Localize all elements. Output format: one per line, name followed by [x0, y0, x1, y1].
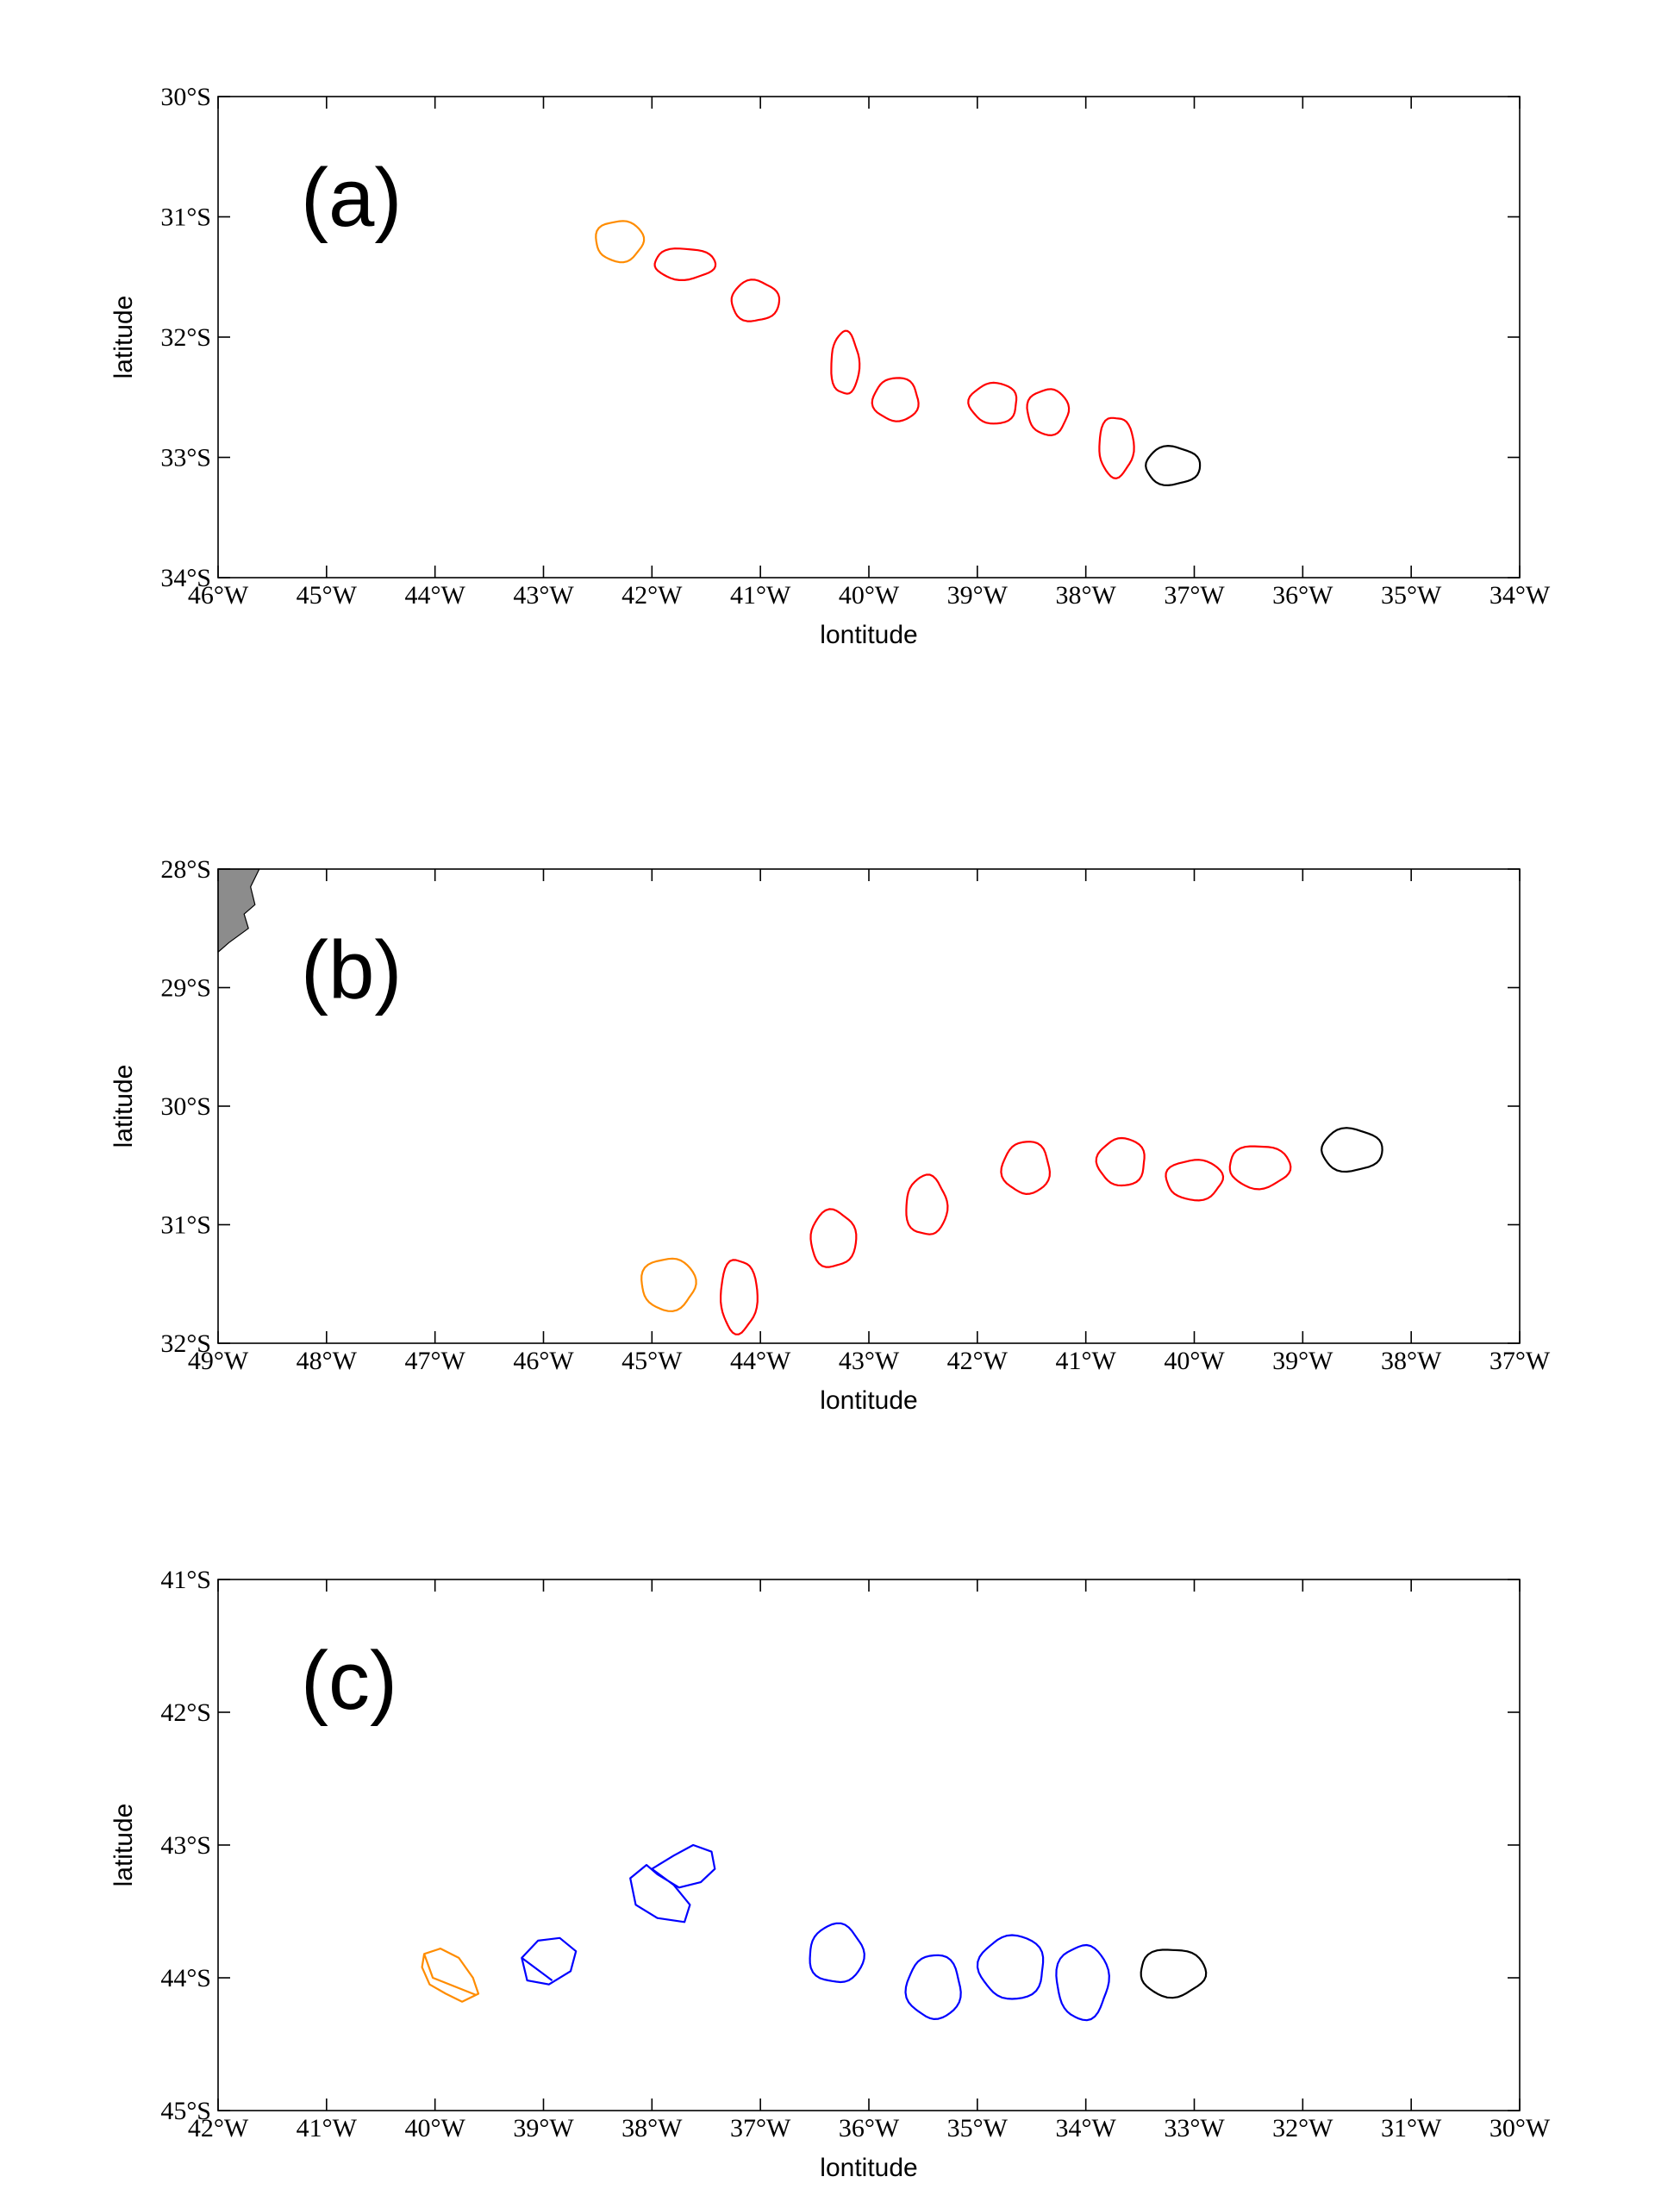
x-tick-label: 33°W: [1164, 2114, 1225, 2142]
x-tick-label: 46°W: [513, 1347, 574, 1375]
eddy-contour-red: [967, 381, 1018, 425]
x-tick-label: 39°W: [1272, 1347, 1333, 1375]
eddy-contour-red: [809, 1208, 858, 1268]
eddy-contour-red: [905, 1173, 949, 1235]
panel-label: (c): [301, 1635, 397, 1727]
x-tick-label: 48°W: [297, 1347, 358, 1375]
x-tick-label: 38°W: [621, 2114, 683, 2142]
eddy-contour-red: [653, 247, 717, 281]
x-tick-label: 37°W: [1490, 1347, 1551, 1375]
x-tick-label: 36°W: [1272, 581, 1333, 610]
y-tick-label: 34°S: [160, 564, 211, 592]
plot-frame: [217, 1579, 1521, 2111]
eddy-contour-red: [1095, 1136, 1146, 1187]
y-axis-label: latitude: [109, 1065, 138, 1148]
x-tick-label: 35°W: [947, 2114, 1009, 2142]
x-tick-label: 38°W: [1381, 1347, 1442, 1375]
eddy-contour-blue: [976, 1934, 1045, 2000]
eddy-contour-red: [1026, 388, 1071, 436]
plot-frame: [217, 868, 1521, 1344]
eddy-contour-blue: [629, 1843, 716, 1923]
y-axis-label: latitude: [109, 296, 138, 379]
x-tick-label: 41°W: [730, 581, 791, 610]
panel-label: (a): [301, 152, 402, 244]
x-tick-label: 46°W: [188, 581, 249, 610]
x-tick-label: 30°W: [1490, 2114, 1551, 2142]
y-tick-label: 31°S: [160, 1211, 211, 1240]
eddy-contour-red: [830, 329, 861, 395]
land-mass: [217, 868, 260, 954]
x-tick-label: 38°W: [1056, 581, 1117, 610]
eddy-contour-orange: [421, 1948, 480, 2003]
x-tick-label: 34°W: [1056, 2114, 1117, 2142]
eddy-contour-blue: [809, 1922, 865, 1984]
eddy-contour-black: [1140, 1948, 1208, 1999]
y-tick-label: 44°S: [160, 1964, 211, 1992]
eddy-contour-blue: [521, 1936, 578, 1986]
eddy-contour-red: [1165, 1159, 1225, 1202]
y-tick-label: 32°S: [160, 1329, 211, 1358]
eddy-contour-orange: [640, 1257, 697, 1312]
y-tick-label: 28°S: [160, 855, 211, 884]
x-tick-label: 40°W: [405, 2114, 466, 2142]
x-tick-label: 44°W: [730, 1347, 791, 1375]
x-tick-label: 40°W: [839, 581, 900, 610]
panel-a: 46°W 45°W 44°W 43°W 42°W 41°W 40°W 39°W 38°W 37°W…: [109, 83, 1551, 649]
x-tick-label: 42°W: [947, 1347, 1009, 1375]
x-tick-label: 39°W: [513, 2114, 574, 2142]
x-tick-label: 45°W: [297, 581, 358, 610]
y-tick-label: 32°S: [160, 323, 211, 352]
panel-label: (b): [301, 924, 402, 1016]
x-tick-label: 47°W: [405, 1347, 466, 1375]
x-tick-label: 44°W: [405, 581, 466, 610]
eddy-contour-red: [1228, 1145, 1292, 1191]
x-tick-label: 41°W: [1056, 1347, 1117, 1375]
y-axis-label: latitude: [109, 1804, 138, 1887]
y-tick-label: 31°S: [160, 203, 211, 232]
y-tick-label: 30°S: [160, 1092, 211, 1121]
x-tick-label: 39°W: [947, 581, 1009, 610]
x-tick-label: 43°W: [839, 1347, 900, 1375]
x-tick-label: 31°W: [1381, 2114, 1442, 2142]
eddy-contour-orange: [595, 220, 646, 264]
x-tick-label: 36°W: [839, 2114, 900, 2142]
eddy-contour-black: [1321, 1127, 1383, 1173]
y-tick-label: 45°S: [160, 2097, 211, 2125]
panel-c: 42°W 41°W 40°W 39°W 38°W 37°W 36°W 35°W 34°W 33°W…: [109, 1566, 1551, 2182]
y-tick-label: 41°S: [160, 1566, 211, 1594]
x-tick-label: 45°W: [621, 1347, 683, 1375]
eddy-contour-red: [871, 377, 920, 422]
x-tick-label: 32°W: [1272, 2114, 1333, 2142]
plot-frame: [217, 96, 1521, 579]
eddy-contour-red: [720, 1259, 759, 1335]
panel-b: 49°W 48°W 47°W 46°W 45°W 44°W 43°W 42°W 41°W 40°W…: [109, 855, 1551, 1415]
y-tick-label: 33°S: [160, 444, 211, 472]
eddy-contour-black: [1145, 445, 1202, 486]
y-tick-label: 29°S: [160, 974, 211, 1003]
x-tick-label: 41°W: [297, 2114, 358, 2142]
y-tick-label: 30°S: [160, 83, 211, 111]
y-tick-label: 42°S: [160, 1698, 211, 1727]
x-tick-label: 42°W: [188, 2114, 249, 2142]
x-tick-label: 37°W: [1164, 581, 1225, 610]
eddy-contour-red: [1098, 416, 1135, 479]
x-tick-label: 37°W: [730, 2114, 791, 2142]
x-tick-label: 34°W: [1490, 581, 1551, 610]
x-axis-label: lontitude: [820, 621, 917, 649]
x-tick-label: 35°W: [1381, 581, 1442, 610]
eddy-contour-red: [1000, 1141, 1051, 1195]
eddy-contour-blue: [1055, 1943, 1110, 2022]
x-tick-label: 40°W: [1164, 1347, 1225, 1375]
eddy-contour-red: [730, 278, 781, 322]
eddy-contour-blue: [904, 1954, 962, 2020]
x-tick-label: 49°W: [188, 1347, 249, 1375]
x-axis-label: lontitude: [820, 1386, 917, 1415]
y-tick-label: 43°S: [160, 1831, 211, 1860]
x-tick-label: 42°W: [621, 581, 683, 610]
x-tick-label: 43°W: [513, 581, 574, 610]
x-axis-label: lontitude: [820, 2154, 917, 2182]
